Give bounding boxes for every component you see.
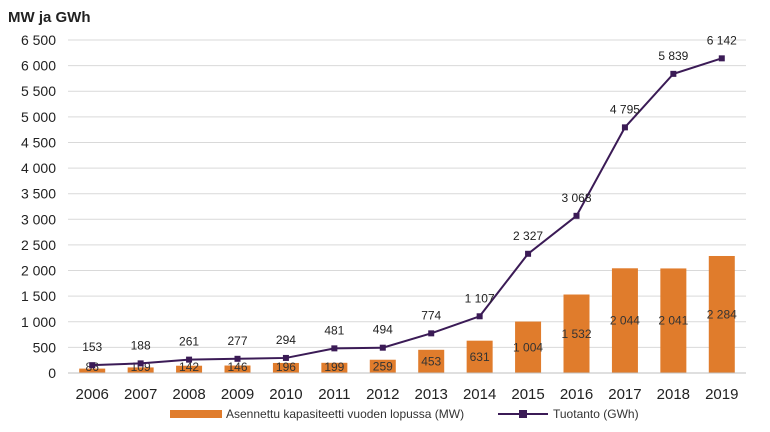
bar-data-label: 2 284: [707, 307, 737, 321]
line-data-label: 4 795: [610, 102, 640, 116]
y-tick-label: 5 500: [21, 83, 56, 99]
y-tick-label: 500: [33, 339, 57, 355]
gridlines: [68, 39, 746, 374]
x-tick-label: 2011: [318, 386, 350, 403]
line-data-label: 153: [82, 340, 102, 354]
x-tick-label: 2008: [172, 386, 205, 403]
line-data-labels: 153 188 261 277 294 481 494 774 1 107 2 327 3 068 4…: [82, 33, 737, 354]
line-marker: [186, 356, 193, 363]
line-marker: [718, 55, 725, 62]
bar-data-label: 1 004: [513, 340, 543, 354]
line-data-label: 261: [179, 335, 199, 349]
series-line: [92, 57, 723, 367]
bar-data-label: 631: [470, 350, 490, 364]
line-data-label: 6 142: [707, 33, 737, 47]
bar-data-label: 142: [179, 360, 199, 374]
x-tick-label: 2017: [608, 386, 641, 403]
legend-bar-swatch: [170, 410, 222, 418]
line-marker: [379, 344, 386, 351]
line-data-label: 5 839: [658, 49, 688, 63]
bar: [563, 294, 590, 373]
legend-line-label: Tuotanto (GWh): [553, 407, 639, 421]
bar: [611, 268, 638, 373]
line-data-label: 1 107: [465, 291, 495, 305]
line-marker: [234, 355, 241, 362]
x-tick-label: 2019: [705, 386, 738, 403]
line-marker: [89, 362, 96, 369]
bar: [515, 321, 542, 373]
x-tick-label: 2009: [221, 386, 254, 403]
bar-data-label: 2 044: [610, 314, 640, 328]
line-marker: [525, 250, 532, 257]
x-tick-label: 2014: [463, 386, 496, 403]
x-tick-label: 2013: [415, 386, 448, 403]
bar: [272, 362, 299, 373]
y-tick-label: 4 000: [21, 160, 56, 176]
y-tick-label: 2 500: [21, 237, 56, 253]
x-tick-label: 2018: [657, 386, 690, 403]
bar: [466, 340, 493, 373]
line-data-label: 3 068: [561, 191, 591, 205]
line-data-label: 494: [373, 323, 393, 337]
line-series: [89, 55, 725, 369]
bar: [176, 365, 203, 373]
legend-bar-label: Asennettu kapasiteetti vuoden lopussa (M…: [226, 407, 464, 421]
bar-data-label: 2 041: [658, 314, 688, 328]
x-tick-label: 2015: [511, 386, 544, 403]
bar: [708, 255, 735, 373]
line-data-label: 294: [276, 333, 296, 347]
line-marker: [670, 70, 677, 77]
line-data-label: 774: [421, 308, 441, 322]
y-tick-label: 2 000: [21, 263, 56, 279]
legend-line-marker: [519, 410, 527, 418]
bar-data-label: 146: [227, 360, 247, 374]
bar: [660, 268, 687, 373]
line-data-label: 481: [324, 323, 344, 337]
bar-data-label: 1 532: [561, 327, 591, 341]
line-marker: [137, 360, 144, 367]
x-tick-label: 2006: [76, 386, 109, 403]
x-tick-label: 2012: [366, 386, 399, 403]
line-marker: [476, 313, 483, 320]
bar-series: [79, 255, 735, 373]
line-data-label: 277: [227, 334, 247, 348]
y-tick-label: 0: [48, 365, 56, 381]
line-marker: [428, 330, 435, 337]
x-tick-label: 2010: [269, 386, 302, 403]
x-tick-label: 2016: [560, 386, 593, 403]
line-marker: [331, 345, 338, 352]
y-axis-title: MW ja GWh: [8, 9, 91, 26]
y-axis: 0 500 1 000 1 500 2 000 2 500 3 000 3 500 4 000 4…: [21, 32, 56, 381]
y-tick-label: 3 000: [21, 211, 56, 227]
bar-data-label: 199: [324, 360, 344, 374]
y-tick-label: 1 500: [21, 288, 56, 304]
bar: [127, 367, 154, 373]
x-tick-label: 2007: [124, 386, 157, 403]
bar-data-label: 196: [276, 360, 296, 374]
line-marker: [282, 354, 289, 361]
line-marker: [621, 124, 628, 131]
y-tick-label: 6 000: [21, 58, 56, 74]
x-axis: 2006 2007 2008 2009 2010 2011 2012 2013 2014 2015…: [68, 372, 746, 403]
line-data-label: 188: [131, 338, 151, 352]
bar-data-label: 259: [373, 359, 393, 373]
y-tick-label: 4 500: [21, 134, 56, 150]
bar: [79, 368, 106, 373]
bar: [321, 362, 348, 373]
line-data-label: 2 327: [513, 229, 543, 243]
bar-data-label: 453: [421, 354, 441, 368]
y-tick-label: 3 500: [21, 186, 56, 202]
bar: [369, 359, 396, 373]
bar: [418, 349, 445, 373]
legend: Asennettu kapasiteetti vuoden lopussa (M…: [170, 407, 639, 421]
y-tick-label: 6 500: [21, 32, 56, 48]
line-marker: [573, 212, 580, 219]
bar: [224, 365, 251, 373]
y-tick-label: 1 000: [21, 314, 56, 330]
y-tick-label: 5 000: [21, 109, 56, 125]
